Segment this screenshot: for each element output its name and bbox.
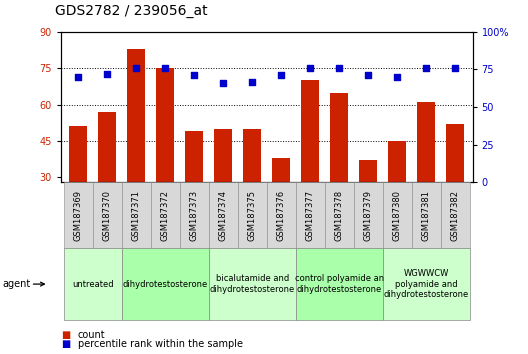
Text: GSM187370: GSM187370 (102, 189, 111, 241)
Bar (214, 129, 232, 250)
Point (161, 65, 169, 71)
Bar (272, 158, 290, 250)
Bar (156, 68, 174, 250)
Bar (301, 80, 319, 250)
Text: GDS2782 / 239056_at: GDS2782 / 239056_at (55, 4, 208, 18)
Text: GSM187374: GSM187374 (219, 189, 228, 241)
Text: GSM187373: GSM187373 (190, 189, 199, 241)
Text: GSM187371: GSM187371 (131, 189, 140, 241)
Text: GSM187377: GSM187377 (306, 189, 315, 241)
Text: GSM187379: GSM187379 (364, 189, 373, 241)
Bar (69, 126, 87, 250)
Point (103, 71, 111, 77)
Text: untreated: untreated (72, 280, 114, 289)
Bar (98, 112, 116, 250)
Point (219, 80, 228, 86)
Text: ■: ■ (61, 339, 70, 349)
Text: agent: agent (3, 279, 31, 289)
Text: GSM187372: GSM187372 (161, 189, 169, 241)
Text: count: count (78, 330, 105, 339)
Bar (447, 124, 464, 250)
Bar (331, 92, 348, 250)
Text: GSM187382: GSM187382 (451, 189, 460, 241)
Point (132, 65, 140, 71)
Bar (418, 102, 435, 250)
Bar (185, 131, 203, 250)
Text: bicalutamide and
dihydrotestosterone: bicalutamide and dihydrotestosterone (210, 274, 295, 294)
Bar (127, 49, 145, 250)
Bar (360, 160, 377, 250)
Point (451, 65, 459, 71)
Text: GSM187376: GSM187376 (277, 189, 286, 241)
Point (190, 73, 199, 78)
Text: GSM187381: GSM187381 (422, 189, 431, 241)
Text: GSM187375: GSM187375 (248, 189, 257, 241)
Point (364, 73, 372, 78)
Text: GSM187380: GSM187380 (393, 189, 402, 241)
Text: control polyamide an
dihydrotestosterone: control polyamide an dihydrotestosterone (295, 274, 384, 294)
Point (74, 74, 82, 80)
Point (248, 79, 257, 84)
Text: WGWWCW
polyamide and
dihydrotestosterone: WGWWCW polyamide and dihydrotestosterone (383, 269, 469, 299)
Point (277, 73, 285, 78)
Text: dihydrotestosterone: dihydrotestosterone (122, 280, 208, 289)
Point (393, 74, 401, 80)
Bar (389, 141, 406, 250)
Point (306, 65, 314, 71)
Text: GSM187378: GSM187378 (335, 189, 344, 241)
Text: percentile rank within the sample: percentile rank within the sample (78, 339, 243, 349)
Text: GSM187369: GSM187369 (73, 189, 82, 241)
Text: ■: ■ (61, 330, 70, 339)
Bar (243, 129, 261, 250)
Point (422, 65, 430, 71)
Point (335, 65, 343, 71)
